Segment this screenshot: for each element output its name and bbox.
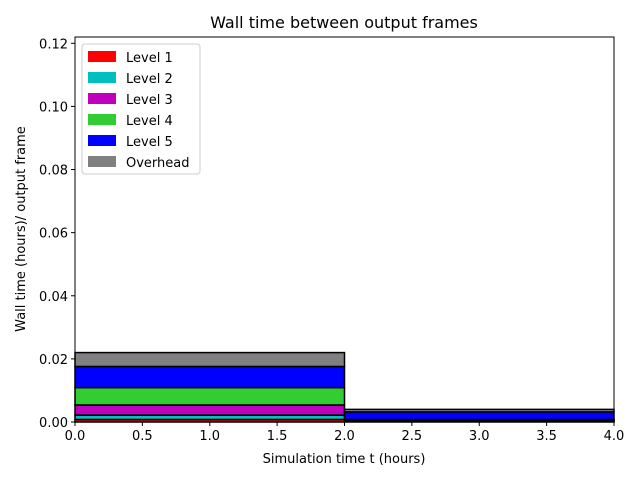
legend-label: Level 4: [126, 114, 173, 129]
bar-segment-4-bin-1: [74, 386, 346, 406]
legend-swatch: [88, 72, 116, 83]
x-tick-label: 3.0: [469, 429, 490, 444]
legend-label: Level 2: [126, 72, 173, 87]
y-tick-label: 0.12: [39, 37, 68, 52]
y-tick-label: 0.02: [39, 353, 68, 368]
chart-title: Wall time between output frames: [210, 13, 478, 32]
x-tick-label: 0.0: [65, 429, 86, 444]
bar-segment-6-bin-2: [343, 408, 615, 413]
x-tick-label: 2.0: [334, 429, 355, 444]
bar-segment-3-bin-1: [74, 404, 346, 416]
x-tick-label: 0.5: [132, 429, 153, 444]
y-tick-label: 0.00: [39, 416, 68, 431]
legend-label: Level 3: [126, 93, 173, 108]
y-tick-label: 0.04: [39, 290, 68, 305]
bar-segment-5-bin-1: [74, 365, 346, 389]
x-tick-label: 3.5: [536, 429, 557, 444]
legend-swatch: [88, 93, 116, 104]
y-tick-label: 0.06: [39, 227, 68, 242]
legend: Level 1 Level 2 Level 3 Level 4 Level 5 Overh…: [81, 43, 201, 175]
y-axis: 0.00 0.02 0.04 0.06 0.08 0.10 0.12: [39, 37, 75, 431]
legend-label: Overhead: [126, 156, 190, 171]
x-tick-label: 4.0: [604, 429, 625, 444]
bar-segment-6-bin-1: [74, 351, 346, 368]
bars-group: [74, 351, 615, 423]
legend-swatch: [88, 114, 116, 125]
y-tick-label: 0.08: [39, 164, 68, 179]
legend-label: Level 1: [126, 51, 173, 66]
x-axis: 0.0 0.5 1.0 1.5 2.0 2.5 3.0 3.5 4.0: [65, 422, 625, 444]
legend-swatch: [88, 51, 116, 62]
x-axis-label: Simulation time t (hours): [263, 452, 426, 467]
y-axis-label: Wall time (hours)/ output frame: [14, 126, 29, 332]
legend-swatch: [88, 135, 116, 146]
x-tick-label: 1.5: [267, 429, 288, 444]
bar-segment-5-bin-2: [343, 411, 615, 421]
legend-label: Level 5: [126, 135, 173, 150]
x-tick-label: 2.5: [402, 429, 423, 444]
x-tick-label: 1.0: [199, 429, 220, 444]
plot-frame: [74, 36, 615, 423]
y-tick-label: 0.10: [39, 100, 68, 115]
legend-swatch: [88, 156, 116, 167]
